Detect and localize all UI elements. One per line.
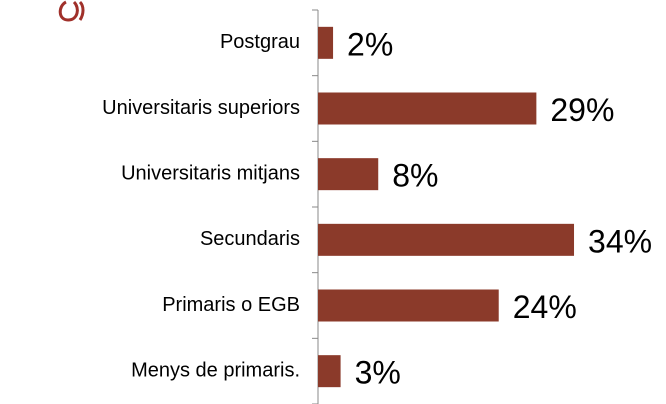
category-label: Universitaris superiors (102, 97, 300, 119)
data-label: 29% (550, 92, 614, 128)
bar (318, 355, 341, 388)
data-label: 3% (355, 355, 401, 391)
data-label: 34% (588, 223, 652, 259)
category-label: Menys de primaris. (131, 359, 300, 381)
bar (318, 92, 537, 125)
logo-fragment (58, 0, 85, 22)
bar (318, 289, 499, 322)
category-label: Postgrau (220, 31, 300, 53)
data-label: 8% (392, 158, 438, 194)
bar (318, 26, 334, 59)
data-label: 2% (347, 26, 393, 62)
bar (318, 158, 379, 191)
category-label: Secundaris (200, 228, 300, 250)
category-label: Universitaris mitjans (121, 162, 300, 184)
data-label: 24% (513, 289, 577, 325)
category-label: Primaris o EGB (162, 294, 300, 316)
bar (318, 223, 575, 256)
